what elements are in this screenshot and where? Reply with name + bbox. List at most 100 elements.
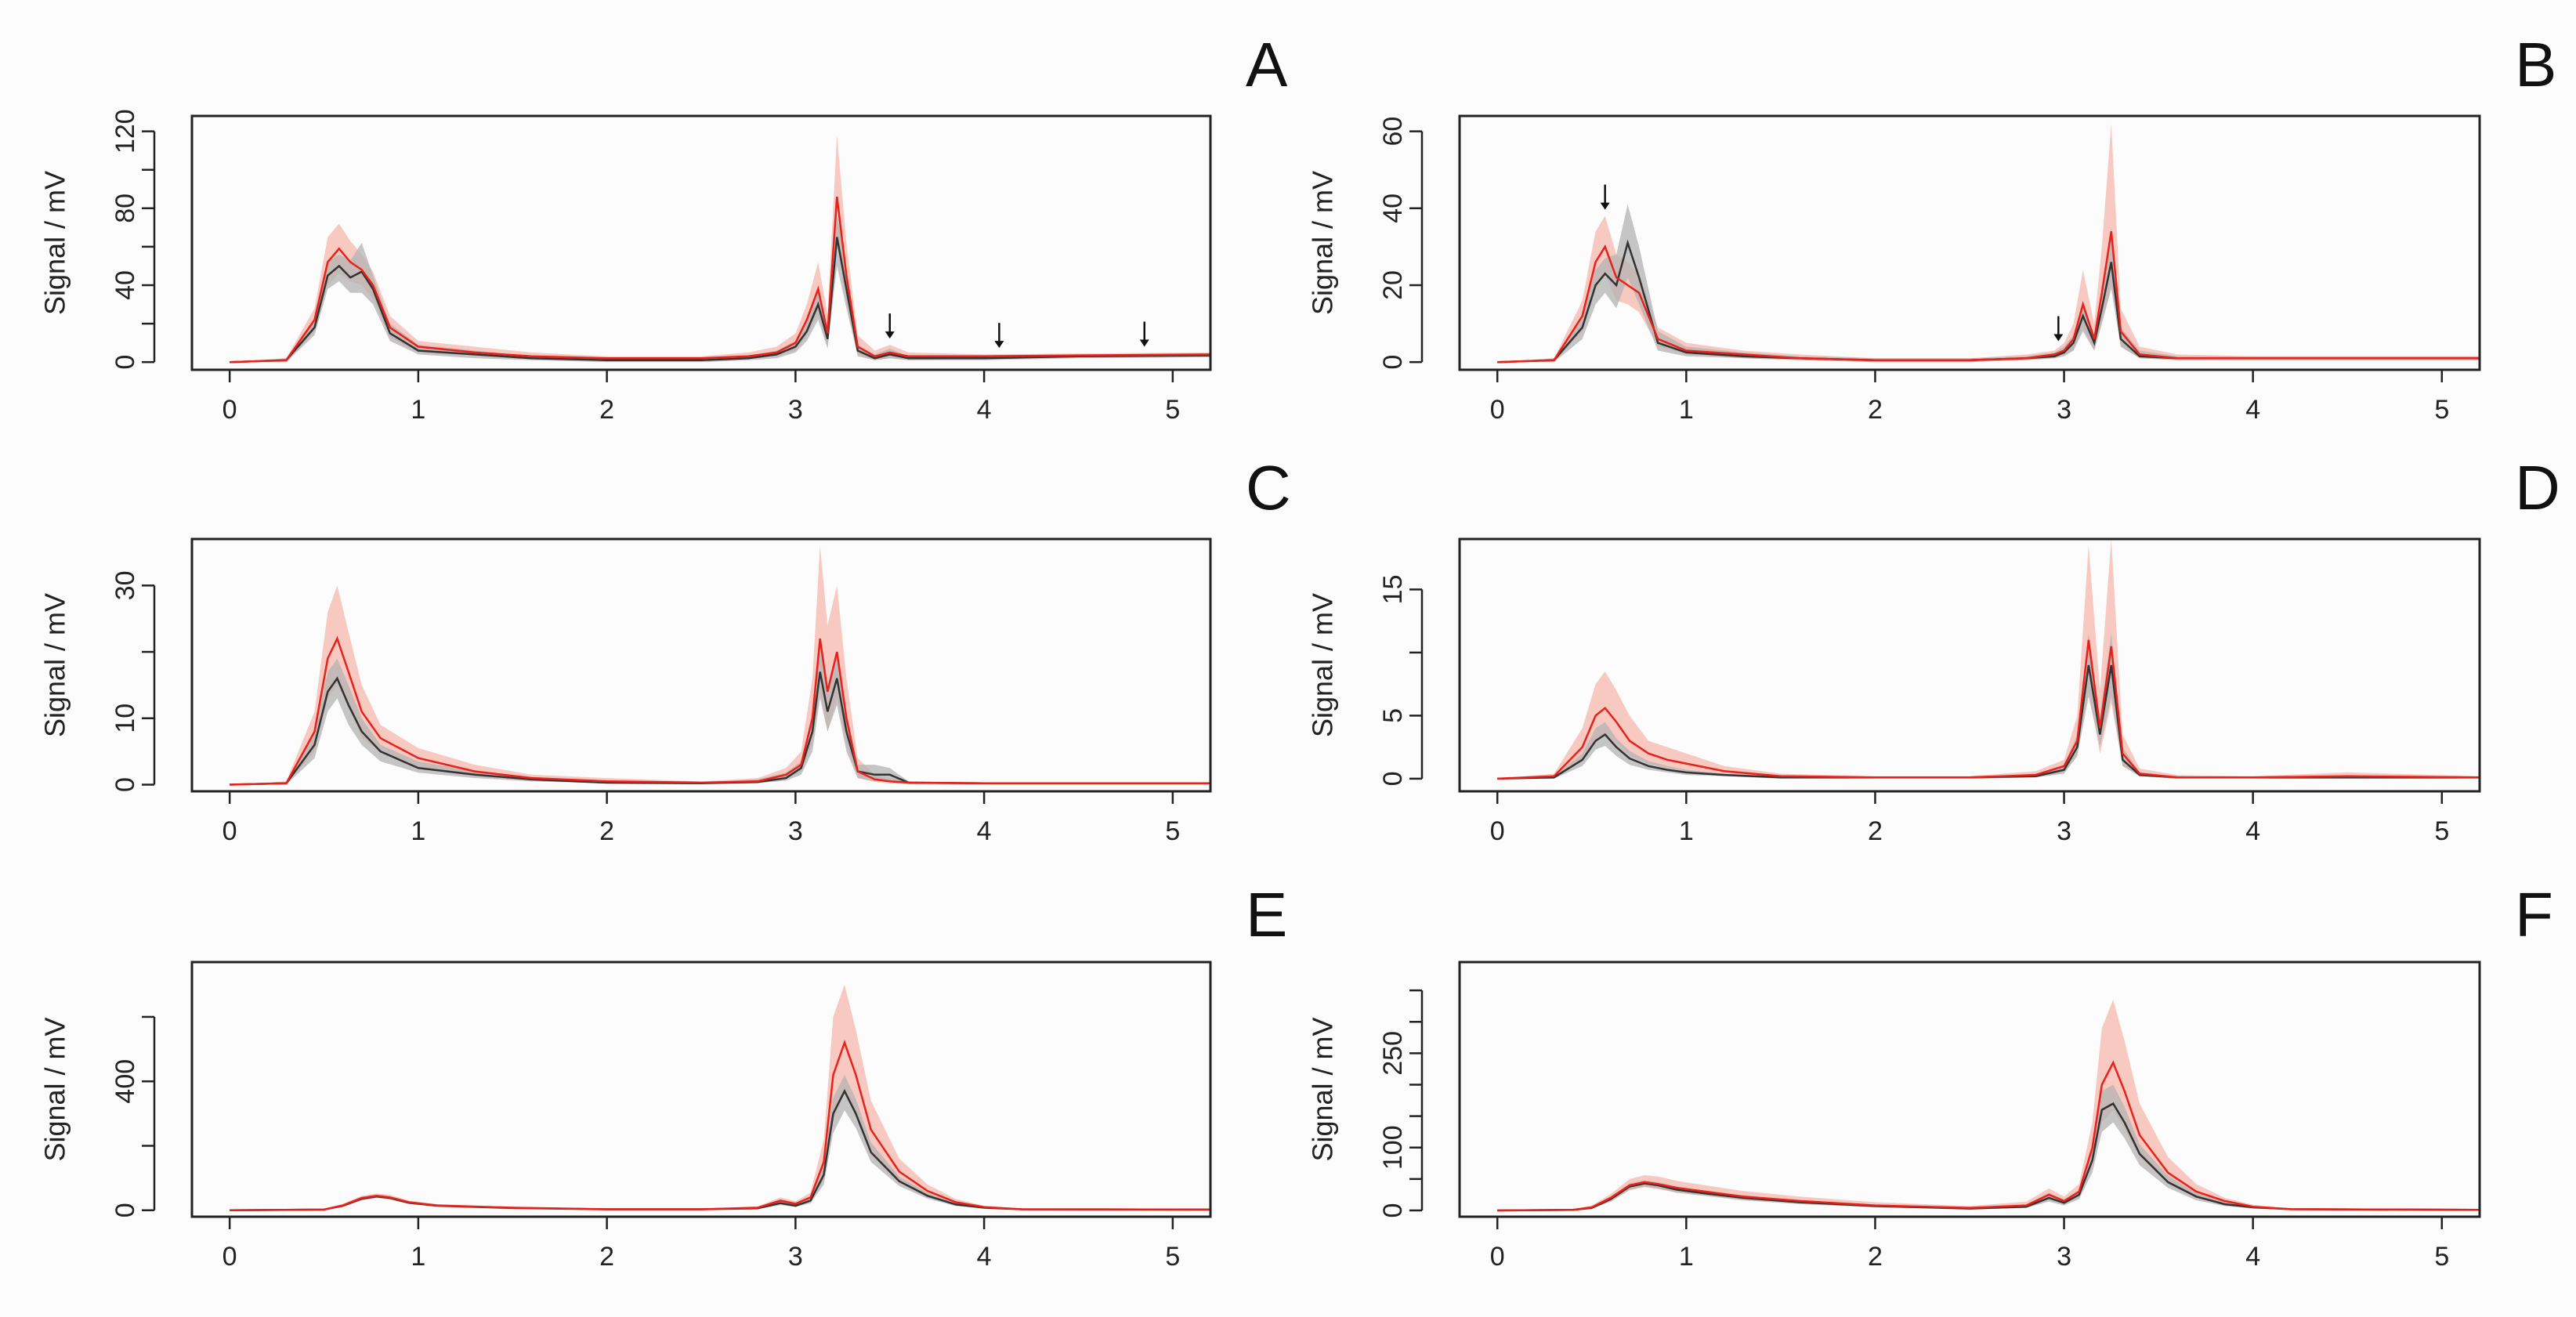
annotation-arrow-a [994, 323, 1004, 349]
x-tick-label-a: 5 [1165, 395, 1180, 425]
x-tick-label-f: 0 [1490, 1242, 1505, 1272]
red-band-e [230, 984, 1210, 1210]
y-tick-label-b: 40 [1378, 194, 1408, 223]
x-tick-label-e: 5 [1165, 1242, 1180, 1272]
red-mean-line-d [1497, 639, 2480, 780]
plot-area-a [230, 135, 1210, 364]
x-tick-label-c: 2 [599, 816, 614, 846]
panel-e: E 0 1 2 3 4 5 0 400 Signal / mV [39, 880, 1288, 1272]
y-tick-label-d: 15 [1378, 574, 1408, 604]
gray-band-b [1497, 204, 2480, 363]
x-tick-label-c: 3 [788, 816, 803, 846]
y-tick-label-a: 120 [110, 109, 140, 154]
gray-band-a [230, 212, 1210, 363]
x-tick-label-e: 1 [411, 1242, 425, 1272]
red-mean-line-e [230, 1040, 1210, 1212]
y-axis-title-a: Signal / mV [39, 171, 71, 315]
gray-band-f [1497, 1084, 2480, 1210]
x-tick-label-b: 1 [1679, 395, 1694, 425]
annotation-arrow-b [2053, 316, 2064, 342]
y-tick-label-b: 0 [1378, 355, 1408, 370]
y-tick-label-f: 0 [1378, 1203, 1408, 1218]
panel-a: A 0 1 2 3 4 5 0 40 80 120 Signal / mV [39, 30, 1288, 425]
red-mean-line-a [230, 196, 1210, 364]
annotation-arrow-a [1139, 321, 1149, 347]
x-tick-label-f: 3 [2057, 1242, 2071, 1272]
red-mean-line-b [1497, 231, 2480, 364]
y-axis-title-b: Signal / mV [1307, 171, 1339, 315]
x-tick-label-f: 4 [2245, 1242, 2260, 1272]
red-band-a [230, 135, 1210, 363]
panel-label-d: D [2515, 453, 2560, 523]
x-tick-label-b: 4 [2245, 395, 2260, 425]
plot-frame-c [190, 537, 1212, 793]
panel-label-a: A [1246, 30, 1288, 99]
gray-band-e [230, 1075, 1210, 1210]
y-axis-title-d: Signal / mV [1307, 593, 1339, 737]
x-tick-label-a: 3 [788, 395, 803, 425]
x-tick-label-c: 4 [977, 816, 992, 846]
x-tick-label-a: 4 [977, 395, 992, 425]
plot-frame-f [1458, 961, 2481, 1218]
panel-label-b: B [2515, 30, 2556, 99]
x-tick-label-f: 5 [2434, 1242, 2449, 1272]
red-band-b [1497, 123, 2480, 363]
plot-area-e [230, 984, 1210, 1212]
y-tick-label-a: 40 [110, 270, 140, 300]
y-tick-label-a: 80 [110, 194, 140, 223]
gray-mean-line-a [230, 237, 1210, 364]
x-tick-label-c: 0 [223, 816, 237, 846]
red-band-f [1497, 1000, 2480, 1210]
plot-area-d [1497, 539, 2480, 780]
y-tick-label-c: 10 [110, 704, 140, 733]
plot-area-f [1497, 1000, 2480, 1212]
x-tick-label-d: 5 [2434, 816, 2449, 846]
panel-d: D 0 1 2 3 4 5 0 5 15 Signal / mV [1307, 453, 2560, 846]
y-axis-title-f: Signal / mV [1307, 1017, 1339, 1161]
plot-frame-d [1458, 537, 2481, 793]
panel-b: B 0 1 2 3 4 5 0 20 40 60 Signal / mV [1307, 30, 2557, 425]
panel-f: F 0 1 2 3 4 5 0 100 250 Signal / mV [1307, 880, 2553, 1272]
plot-frame-e [190, 961, 1212, 1218]
annotation-arrow-b [1600, 184, 1610, 210]
x-tick-label-e: 3 [788, 1242, 803, 1272]
y-tick-label-b: 60 [1378, 117, 1408, 147]
x-tick-label-b: 0 [1490, 395, 1505, 425]
x-tick-label-c: 1 [411, 816, 425, 846]
x-tick-label-b: 3 [2057, 395, 2071, 425]
x-tick-label-d: 2 [1868, 816, 1883, 846]
y-tick-label-e: 0 [110, 1203, 140, 1218]
y-tick-label-b: 20 [1378, 270, 1408, 300]
panel-label-c: C [1246, 453, 1291, 523]
y-tick-label-f: 250 [1378, 1031, 1408, 1076]
x-tick-label-d: 1 [1679, 816, 1694, 846]
plot-area-b [1497, 123, 2480, 364]
panel-label-f: F [2515, 880, 2553, 950]
x-tick-label-b: 5 [2434, 395, 2449, 425]
gray-mean-line-f [1497, 1102, 2480, 1212]
x-tick-label-a: 2 [599, 395, 614, 425]
x-tick-label-b: 2 [1868, 395, 1883, 425]
x-tick-label-d: 4 [2245, 816, 2260, 846]
y-tick-label-f: 100 [1378, 1125, 1408, 1170]
x-tick-label-e: 0 [223, 1242, 237, 1272]
gray-band-c [230, 645, 1210, 785]
x-tick-label-e: 2 [599, 1242, 614, 1272]
y-tick-label-a: 0 [110, 355, 140, 370]
y-axis-title-c: Signal / mV [39, 593, 71, 737]
x-tick-label-d: 0 [1490, 816, 1505, 846]
annotation-arrow-a [885, 313, 895, 339]
x-tick-label-a: 0 [223, 395, 237, 425]
red-band-d [1497, 539, 2480, 779]
x-tick-label-e: 4 [977, 1242, 992, 1272]
red-mean-line-c [230, 635, 1210, 786]
x-tick-label-f: 2 [1868, 1242, 1883, 1272]
gray-mean-line-e [230, 1088, 1210, 1212]
y-tick-label-c: 0 [110, 777, 140, 792]
plot-frame-b [1458, 114, 2481, 371]
x-tick-label-f: 1 [1679, 1242, 1694, 1272]
x-tick-label-d: 3 [2057, 816, 2071, 846]
plot-frame-a [190, 114, 1212, 371]
panel-label-e: E [1246, 880, 1287, 950]
